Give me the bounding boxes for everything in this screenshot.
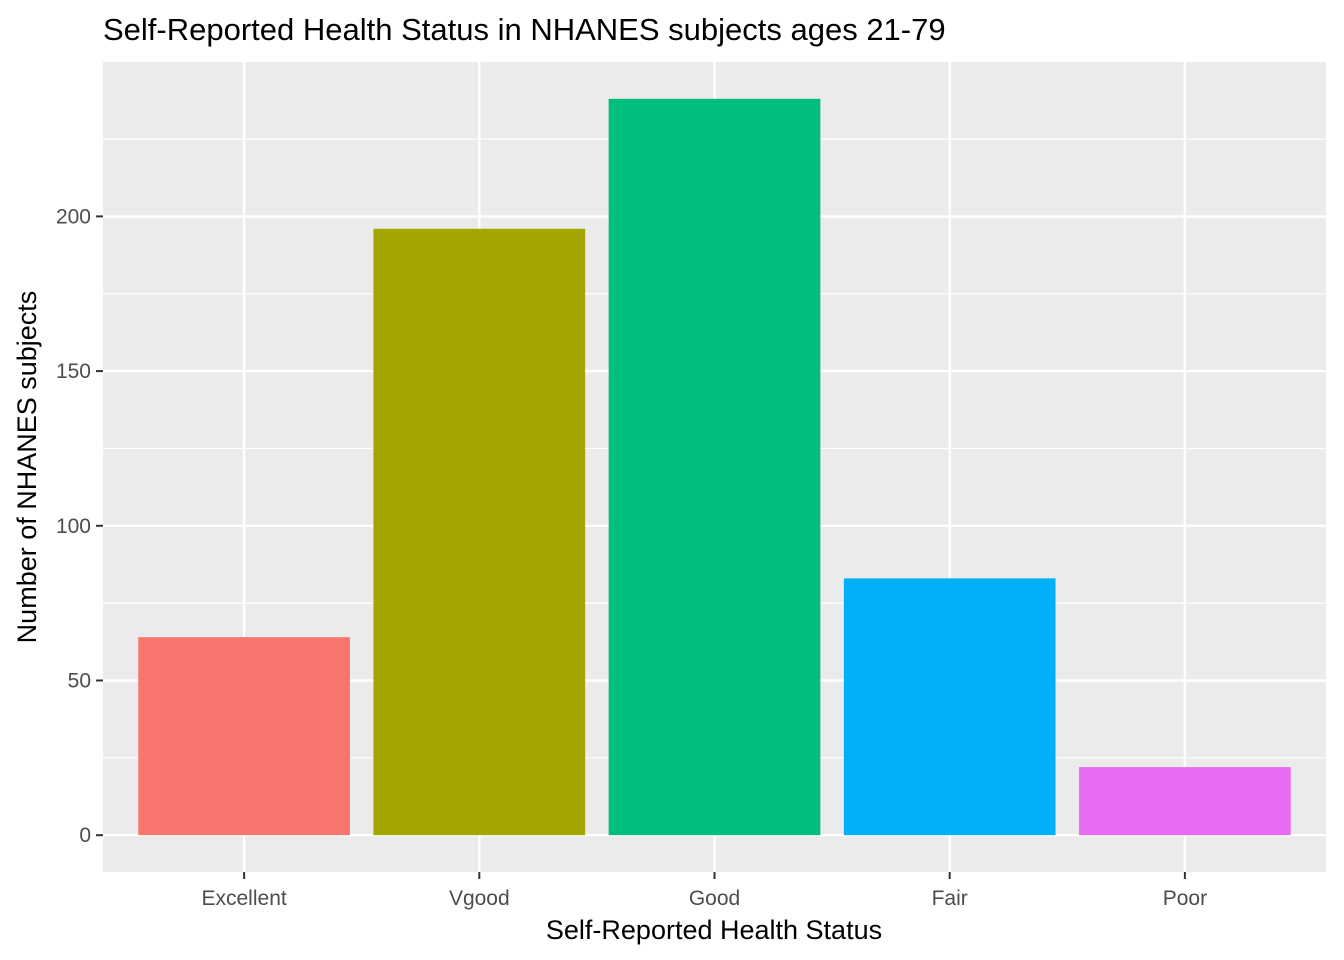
bar-vgood [373, 228, 586, 836]
x-axis-title: Self-Reported Health Status [546, 915, 882, 945]
bar-excellent [138, 637, 350, 836]
x-tick-label: Good [689, 887, 740, 910]
x-tick-label: Fair [932, 887, 968, 910]
bar-fair [843, 578, 1056, 836]
x-tick-label: Poor [1163, 887, 1207, 910]
bar-poor [1079, 767, 1291, 836]
y-tick-label: 100 [56, 515, 91, 538]
x-axis: Excellent Vgood Good Fair Poor [202, 872, 1207, 910]
y-tick-label: 50 [68, 669, 91, 692]
y-tick-label: 150 [56, 360, 91, 383]
bars [138, 98, 1291, 836]
bar-good [608, 98, 821, 836]
y-tick-label: 200 [56, 205, 91, 228]
chart-title: Self-Reported Health Status in NHANES su… [103, 12, 946, 47]
y-axis: 0 50 100 150 200 [56, 205, 103, 847]
x-tick-label: Vgood [449, 887, 510, 910]
y-tick-label: 0 [79, 824, 91, 847]
x-tick-label: Excellent [202, 887, 287, 910]
y-axis-title: Number of NHANES subjects [12, 291, 42, 644]
